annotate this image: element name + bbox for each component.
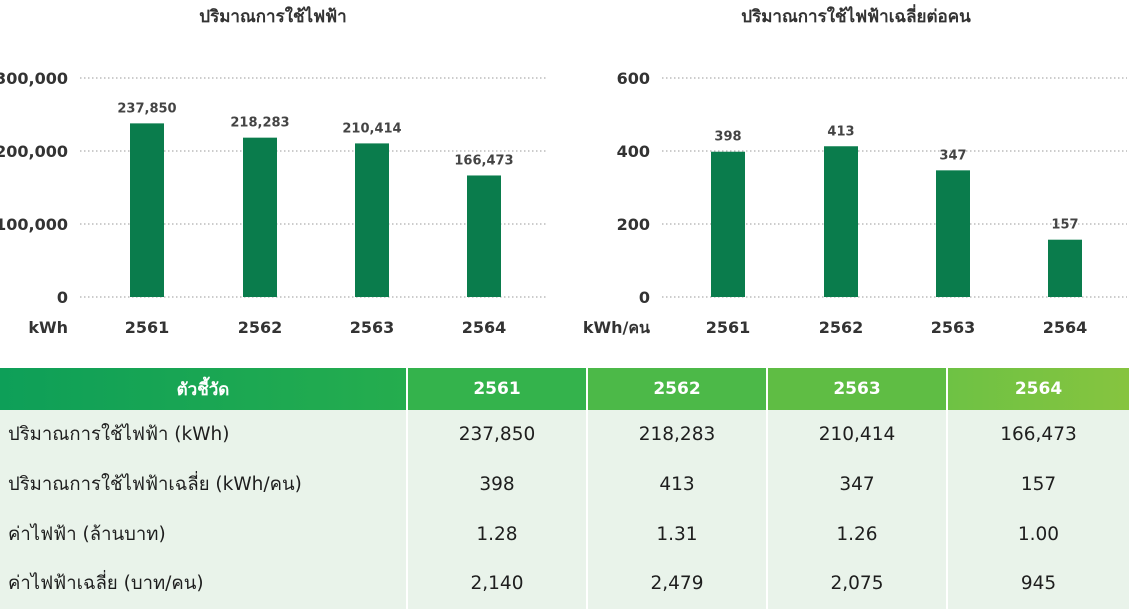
table-cell: 398 (407, 459, 588, 510)
chart1-bar-2564 (467, 175, 501, 297)
chart2-y-tick-label: 200 (617, 215, 650, 234)
chart1-data-label: 218,283 (230, 116, 289, 131)
chart2-bar-2563 (936, 170, 970, 297)
chart2-x-tick-label: 2564 (1043, 318, 1088, 337)
table-header-row: ตัวชี้วัด 2561 2562 2563 2564 (0, 368, 1129, 410)
chart1-y-tick-label: 300,000 (0, 69, 68, 88)
row-metric-label: ค่าไฟฟ้าเฉลี่ย (บาท/คน) (0, 559, 408, 609)
chart2-data-label: 347 (939, 148, 966, 163)
table-cell: 237,850 (407, 410, 588, 460)
header-year-2564: 2564 (947, 368, 1129, 410)
chart2-bar-2562 (824, 146, 858, 297)
chart2-data-label: 398 (714, 130, 741, 145)
chart1-bar-2563 (355, 143, 389, 297)
chart2-data-label: 413 (827, 124, 854, 139)
table-row: ค่าไฟฟ้าเฉลี่ย (บาท/คน) 2,140 2,479 2,07… (0, 559, 1129, 609)
chart2-bar-2561 (711, 151, 745, 297)
chart1-x-tick-label: 2561 (125, 318, 170, 337)
table-cell: 1.28 (407, 509, 588, 560)
table-cell: 2,140 (407, 559, 588, 609)
charts-area: ปริมาณการใช้ไฟฟ้า 0 100,000 200,000 300,000 k… (0, 4, 1127, 337)
table-row: ค่าไฟฟ้า (ล้านบาท) 1.28 1.31 1.26 1.00 (0, 509, 1129, 560)
table-cell: 2,075 (767, 559, 948, 609)
indicator-table: ตัวชี้วัด 2561 2562 2563 2564 ปริมาณการใ… (0, 368, 1129, 609)
chart2-data-label: 157 (1051, 218, 1078, 233)
table-cell: 166,473 (947, 410, 1129, 460)
chart1-data-label: 166,473 (454, 153, 513, 168)
row-metric-label: ค่าไฟฟ้า (ล้านบาท) (0, 509, 408, 560)
chart1-title: ปริมาณการใช้ไฟฟ้า (199, 6, 346, 27)
table-cell: 210,414 (767, 410, 948, 460)
chart1-data-label: 210,414 (342, 121, 401, 136)
chart1-data-label: 237,850 (117, 101, 176, 116)
table-cell: 1.00 (947, 509, 1129, 560)
table-cell: 347 (767, 459, 948, 510)
table-cell: 2,479 (587, 559, 768, 609)
table-row: ปริมาณการใช้ไฟฟ้าเฉลี่ย (kWh/คน) 398 413… (0, 459, 1129, 510)
chart1-x-tick-label: 2562 (238, 318, 283, 337)
table-cell: 157 (947, 459, 1129, 510)
header-indicator: ตัวชี้วัด (0, 368, 408, 410)
table-cell: 413 (587, 459, 768, 510)
chart1-y-tick-label: 200,000 (0, 142, 68, 161)
chart1-bar-2562 (243, 137, 277, 297)
header-year-2561: 2561 (407, 368, 588, 410)
chart2-x-tick-label: 2562 (819, 318, 864, 337)
chart1-unit-label: kWh (28, 318, 68, 337)
table-cell: 1.31 (587, 509, 768, 560)
chart1-bar-2561 (130, 123, 164, 297)
chart1-x-tick-label: 2563 (350, 318, 395, 337)
chart1-y-tick-label: 100,000 (0, 215, 68, 234)
chart2-y-tick-label: 400 (617, 142, 650, 161)
row-metric-label: ปริมาณการใช้ไฟฟ้าเฉลี่ย (kWh/คน) (0, 459, 408, 510)
header-year-2563: 2563 (767, 368, 948, 410)
chart2-x-tick-label: 2563 (931, 318, 976, 337)
table-cell: 218,283 (587, 410, 768, 460)
chart2-unit-label: kWh/คน (583, 318, 650, 337)
chart1-x-tick-label: 2564 (462, 318, 507, 337)
row-metric-label: ปริมาณการใช้ไฟฟ้า (kWh) (0, 410, 408, 460)
table-cell: 1.26 (767, 509, 948, 560)
chart2-y-tick-label: 600 (617, 69, 650, 88)
chart2-x-tick-label: 2561 (706, 318, 751, 337)
chart2-y-tick-label: 0 (639, 288, 650, 307)
chart2-title: ปริมาณการใช้ไฟฟ้าเฉลี่ยต่อคน (741, 4, 971, 27)
table-cell: 945 (947, 559, 1129, 609)
table-row: ปริมาณการใช้ไฟฟ้า (kWh) 237,850 218,283 … (0, 410, 1129, 460)
chart1-y-tick-label: 0 (57, 288, 68, 307)
chart2-bar-2564 (1048, 239, 1082, 297)
header-year-2562: 2562 (587, 368, 768, 410)
